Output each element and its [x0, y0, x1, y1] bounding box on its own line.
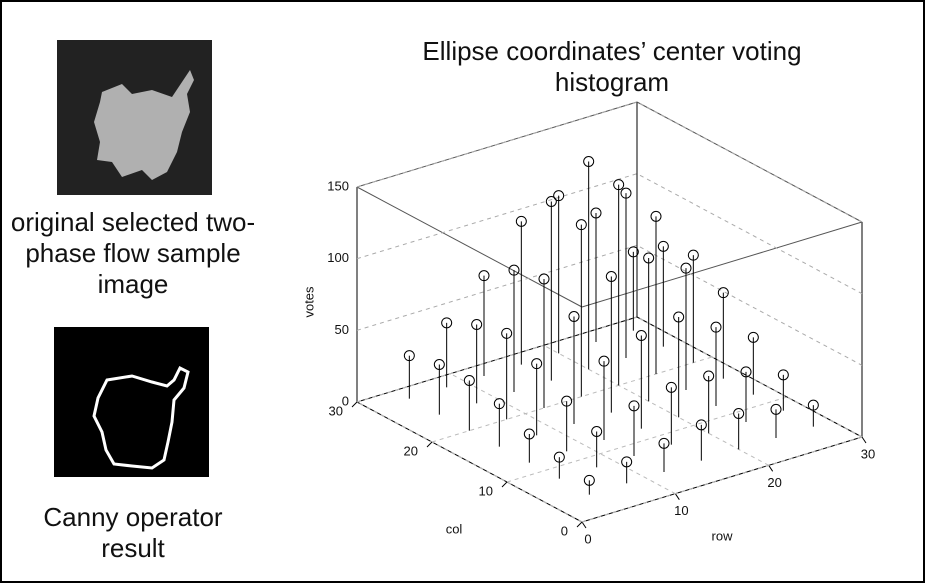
- grid-line: [582, 437, 862, 522]
- grid-line: [357, 317, 862, 437]
- z-tick-label: 150: [327, 178, 349, 193]
- canny-image: [54, 327, 209, 477]
- chart-title: Ellipse coordinates’ center voting histo…: [422, 36, 802, 98]
- y-tick-label: 0: [561, 523, 568, 538]
- grid-line: [357, 102, 862, 222]
- grid-line: [357, 317, 637, 402]
- x-tick-label: 30: [861, 446, 875, 461]
- x-tick: [769, 465, 773, 471]
- x-tick-label: 20: [767, 475, 781, 490]
- x-tick-label: 10: [674, 503, 688, 518]
- z-axis-label: votes: [301, 286, 316, 318]
- y-tick-label: 30: [329, 403, 343, 418]
- y-tick: [577, 522, 582, 527]
- x-axis-label: row: [712, 528, 734, 543]
- figure: 05010015001020300102030rowcolvotes origi…: [0, 0, 925, 583]
- y-tick-label: 10: [479, 483, 493, 498]
- original-caption: original selected two-phase flow sample …: [8, 207, 258, 300]
- grid-line: [357, 245, 862, 365]
- x-tick: [582, 522, 586, 528]
- axis-box: [582, 222, 862, 307]
- x-tick: [675, 494, 679, 500]
- y-tick: [352, 402, 357, 407]
- grid-line: [432, 357, 712, 442]
- z-tick-label: 100: [327, 250, 349, 265]
- y-tick: [427, 442, 432, 447]
- y-tick-label: 20: [404, 443, 418, 458]
- z-tick-label: 50: [335, 322, 349, 337]
- canny-caption: Canny operator result: [8, 502, 258, 564]
- y-axis-label: col: [446, 521, 463, 536]
- grid-line: [507, 397, 787, 482]
- x-tick: [862, 437, 866, 443]
- y-tick: [502, 482, 507, 487]
- grid-line: [357, 174, 862, 294]
- x-tick-label: 0: [584, 531, 591, 546]
